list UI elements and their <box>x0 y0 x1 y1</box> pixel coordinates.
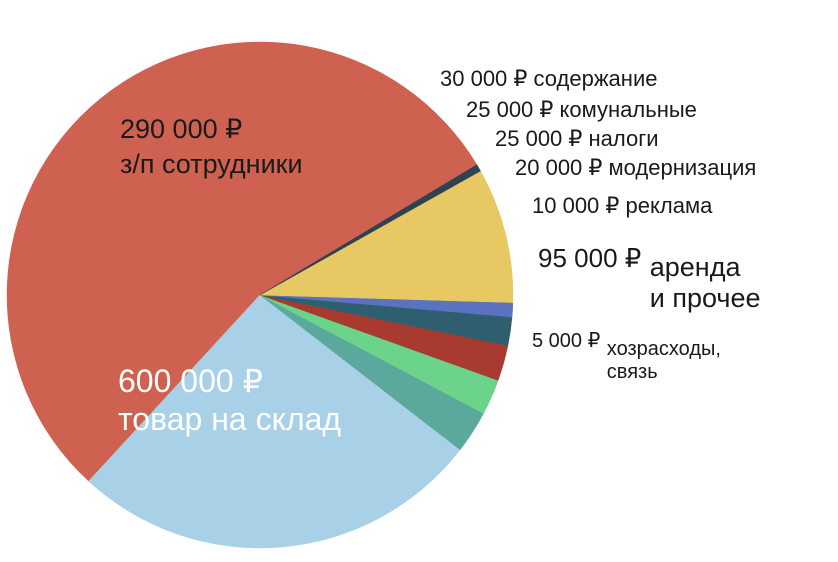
label-value: 30 000 ₽ <box>440 66 528 91</box>
label-category: з/п сотрудники <box>120 149 303 180</box>
label-category: реклама <box>625 193 713 218</box>
label-товар-на-склад: 600 000 ₽ товар на склад <box>118 362 341 439</box>
label-category: содержание <box>533 66 658 91</box>
label-value: 95 000 ₽ <box>538 243 642 273</box>
pie-slice-8 <box>259 164 481 296</box>
label-category: товар на склад <box>118 401 342 438</box>
label-хозрасходы: 5 000 ₽ хозрасходы, связь <box>532 330 721 384</box>
label-value: 25 000 ₽ <box>466 97 554 122</box>
label-аренда: 95 000 ₽ аренда и прочее <box>538 243 761 314</box>
label-category: модернизация <box>608 155 757 180</box>
label-value: 20 000 ₽ <box>515 155 603 180</box>
pie-slice-0 <box>6 41 478 482</box>
label-содержание: 30 000 ₽ содержание <box>440 66 657 91</box>
label-category: хозрасходы, связь <box>606 338 721 383</box>
label-value: 290 000 ₽ <box>120 114 243 144</box>
pie-slice-1 <box>88 294 461 549</box>
label-реклама: 10 000 ₽ реклама <box>532 193 712 218</box>
label-комунальные: 25 000 ₽ комунальные <box>466 97 697 122</box>
pie-slice-7 <box>259 170 514 303</box>
label-category: налоги <box>588 126 659 151</box>
label-value: 25 000 ₽ <box>495 126 583 151</box>
label-category: комунальные <box>559 97 697 122</box>
label-value: 10 000 ₽ <box>532 193 620 218</box>
label-модернизация: 20 000 ₽ модернизация <box>515 155 756 180</box>
label-зп-сотрудники: 290 000 ₽ з/п сотрудники <box>120 112 303 182</box>
label-category: аренда и прочее <box>649 252 761 314</box>
label-value: 600 000 ₽ <box>118 363 263 399</box>
label-налоги: 25 000 ₽ налоги <box>495 126 659 151</box>
label-value: 5 000 ₽ <box>532 330 601 352</box>
